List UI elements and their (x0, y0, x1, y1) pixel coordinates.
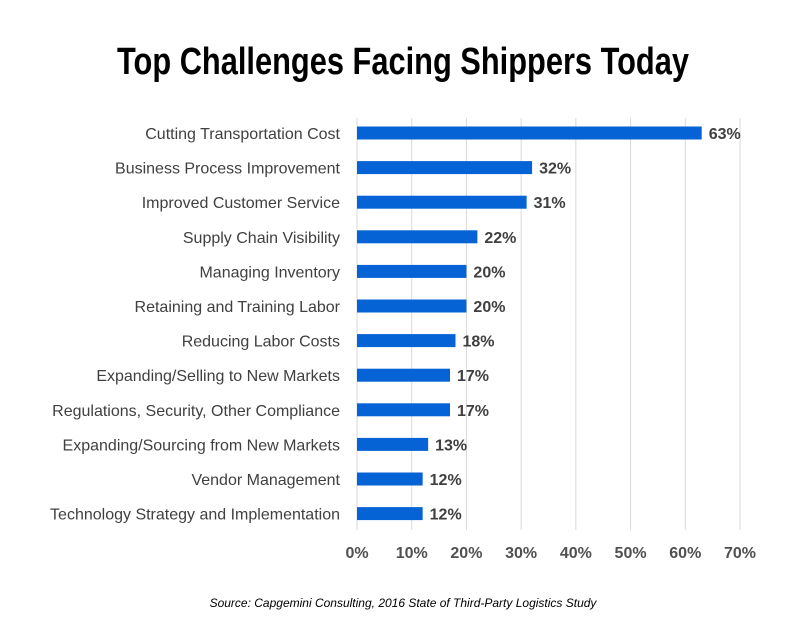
bar (357, 126, 702, 140)
category-label: Managing Inventory (199, 264, 340, 281)
data-label: 32% (539, 161, 571, 178)
bar (357, 437, 429, 451)
chart-title: Top Challenges Facing Shippers Today (117, 41, 689, 83)
category-label: Regulations, Security, Other Compliance (52, 403, 340, 420)
bar (357, 161, 533, 175)
bar (357, 299, 467, 313)
bar (357, 334, 456, 348)
x-axis-ticks: 0% 10% 20% 30% 40% 50% 60% 70% (345, 545, 756, 562)
bar (357, 368, 451, 382)
x-tick-label: 70% (724, 545, 756, 562)
data-label: 22% (484, 230, 516, 247)
category-label: Vendor Management (191, 472, 340, 489)
bar (357, 507, 423, 521)
bar (357, 195, 527, 209)
data-label: 20% (473, 264, 505, 281)
category-label: Retaining and Training Labor (135, 299, 341, 316)
category-label: Expanding/Sourcing from New Markets (63, 437, 340, 454)
data-label: 12% (430, 472, 462, 489)
data-label: 12% (430, 507, 462, 524)
data-label: 18% (462, 334, 494, 351)
category-label: Cutting Transportation Cost (145, 126, 340, 143)
category-label: Technology Strategy and Implementation (50, 507, 340, 524)
data-labels: 63% 32% 31% 22% 20% 20% 18% 17% 17% 13% 12% 12% (430, 126, 741, 524)
gridlines (356, 118, 741, 530)
x-tick-label: 10% (396, 545, 428, 562)
category-label: Improved Customer Service (142, 195, 340, 212)
bar (357, 230, 478, 244)
data-label: 17% (457, 368, 489, 385)
data-label: 17% (457, 403, 489, 420)
data-label: 13% (435, 437, 467, 454)
x-tick-label: 30% (505, 545, 537, 562)
data-label: 63% (709, 126, 741, 143)
category-label: Supply Chain Visibility (183, 230, 340, 247)
x-tick-label: 0% (345, 545, 368, 562)
bar (357, 264, 467, 278)
category-label: Expanding/Selling to New Markets (96, 368, 340, 385)
source-note: Source: Capgemini Consulting, 2016 State… (210, 596, 598, 610)
bars (357, 126, 702, 521)
x-tick-label: 50% (615, 545, 647, 562)
bar (357, 403, 451, 417)
data-label: 31% (534, 195, 566, 212)
category-labels: Cutting Transportation Cost Business Proc… (50, 126, 341, 524)
data-label: 20% (473, 299, 505, 316)
category-label: Business Process Improvement (115, 161, 341, 178)
x-tick-label: 60% (669, 545, 701, 562)
bar (357, 472, 423, 486)
x-tick-label: 40% (560, 545, 592, 562)
x-tick-label: 20% (450, 545, 482, 562)
category-label: Reducing Labor Costs (182, 334, 340, 351)
